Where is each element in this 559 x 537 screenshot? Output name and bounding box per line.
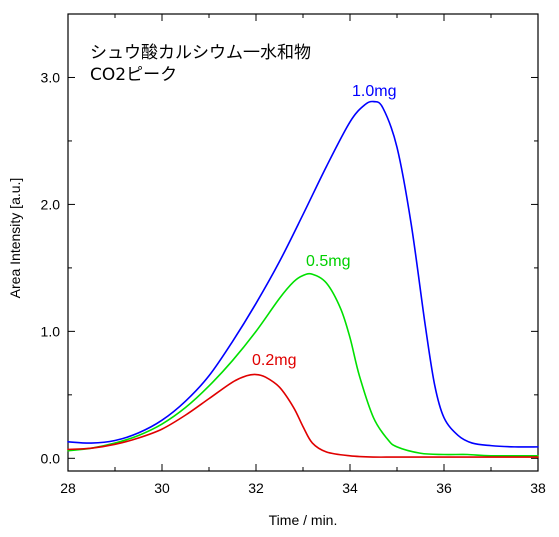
chart-title-line-2: CO2ピーク <box>90 65 177 85</box>
y-tick-label: 1.0 <box>41 323 61 339</box>
series-line-1-0mg <box>67 100 539 448</box>
x-tick-label: 34 <box>342 480 358 496</box>
x-tick-label: 30 <box>154 480 170 496</box>
x-tick-label: 36 <box>436 480 452 496</box>
x-axis-ticks: 28 30 32 34 36 38 <box>60 14 546 496</box>
x-tick-label: 28 <box>60 480 76 496</box>
label-1-0mg: 1.0mg <box>352 83 396 100</box>
y-tick-label: 2.0 <box>41 196 61 212</box>
chart-title-line-1: シュウ酸カルシウム一水和物 <box>90 43 311 63</box>
label-0-2mg: 0.2mg <box>252 352 296 369</box>
x-tick-label: 38 <box>530 480 546 496</box>
series-line-0-5mg <box>67 272 539 457</box>
y-axis-ticks: 0.0 1.0 2.0 3.0 <box>41 13 538 466</box>
label-0-5mg: 0.5mg <box>306 253 350 270</box>
x-axis-label: Time / min. <box>269 512 338 528</box>
y-tick-label: 3.0 <box>41 69 61 85</box>
series-lines <box>67 100 539 458</box>
y-tick-label: 0.0 <box>41 450 61 466</box>
series-line-0-2mg <box>67 373 539 458</box>
x-tick-label: 32 <box>248 480 264 496</box>
y-axis-label: Area Intensity [a.u.] <box>7 178 23 299</box>
